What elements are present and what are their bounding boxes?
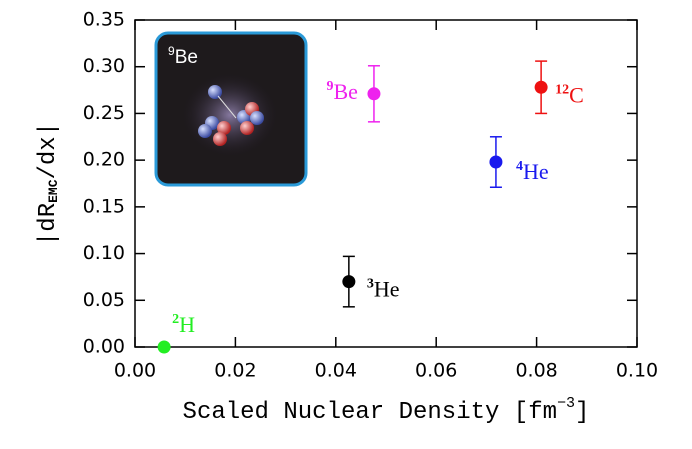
point (489, 155, 503, 169)
y-tick-label: 0.35 (83, 9, 125, 31)
plot-frame (134, 19, 638, 348)
point-label: 2H (172, 312, 195, 337)
inset-image: 9Be (154, 31, 308, 187)
point-label-symbol: Be (333, 79, 357, 104)
x-axis-title: Scaled Nuclear Density [fm−3] (183, 395, 590, 426)
x-tick-label: 0.02 (214, 360, 256, 382)
y-tick-label: 0.00 (83, 336, 125, 358)
y-axis-title: |dREMC/dx| (35, 122, 62, 246)
inset-label: 9Be (168, 44, 198, 68)
point-label-mass: 2 (172, 312, 179, 327)
y-tick-label: 0.25 (83, 102, 125, 124)
point-label-mass: 4 (516, 159, 523, 174)
y-tick-label: 0.15 (83, 195, 125, 217)
y-tick-label: 0.10 (83, 242, 125, 264)
point-label-symbol: He (374, 277, 400, 302)
y-tick-label: 0.05 (83, 289, 125, 311)
point-label-mass: 3 (367, 277, 374, 292)
point (367, 87, 381, 101)
x-tick-label: 0.06 (415, 360, 457, 382)
point-label: 3He (367, 277, 400, 302)
point (342, 275, 356, 289)
y-tick-label: 0.20 (83, 149, 125, 171)
point-label-symbol: He (523, 159, 549, 184)
x-tick-label: 0.00 (114, 360, 156, 382)
point-label-mass: 9 (326, 79, 333, 94)
point (534, 80, 548, 94)
point-label: 4He (516, 159, 549, 184)
y-tick-label: 0.30 (83, 55, 125, 77)
x-tick-label: 0.10 (616, 360, 658, 382)
point-label: 12C (555, 82, 584, 107)
point-label-symbol: H (179, 312, 195, 337)
point-label-symbol: C (569, 82, 584, 107)
x-tick-label: 0.08 (515, 360, 557, 382)
point-label-mass: 12 (555, 82, 569, 97)
point-label: 9Be (326, 79, 357, 104)
x-tick-label: 0.04 (315, 360, 357, 382)
point (157, 340, 171, 354)
